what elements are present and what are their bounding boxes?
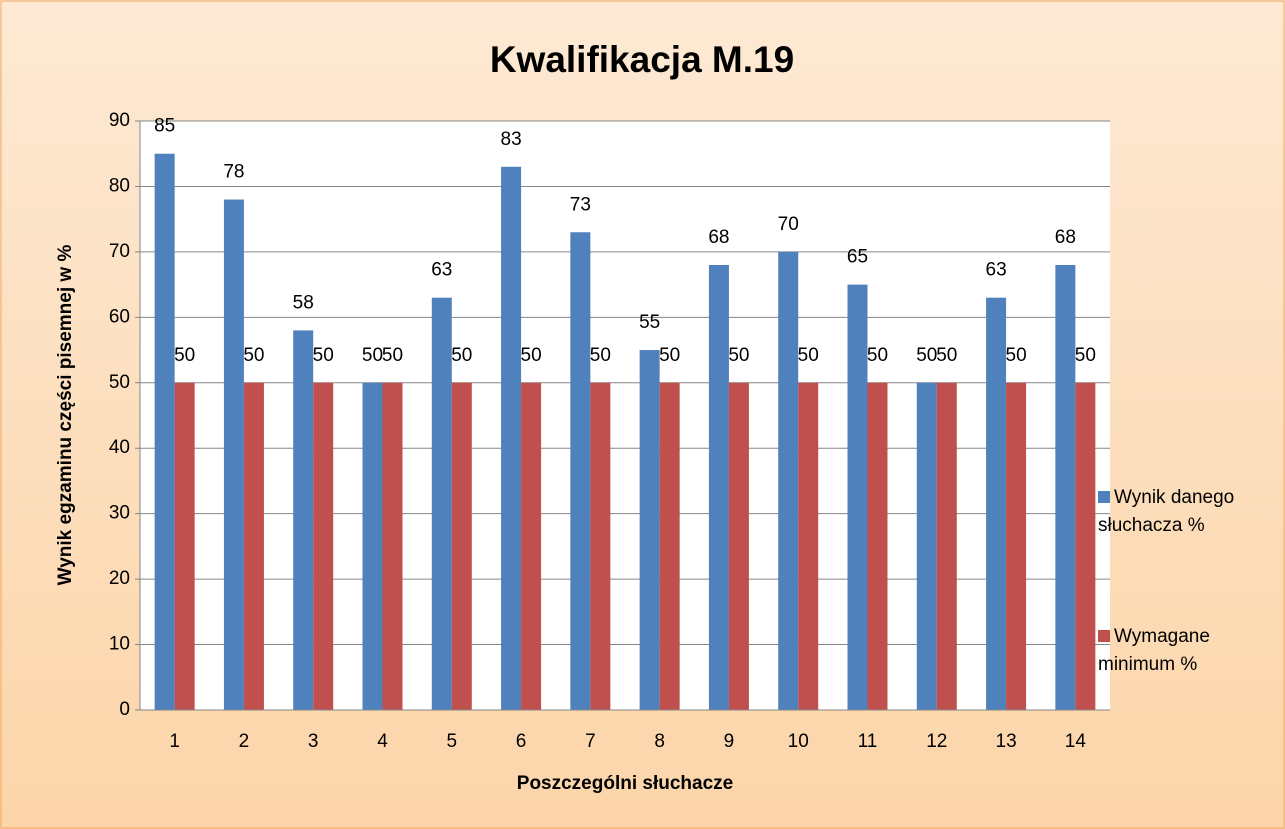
data-label: 63	[986, 260, 1007, 281]
data-label: 50	[936, 345, 957, 366]
bar	[936, 382, 957, 710]
bar	[431, 297, 452, 710]
data-label: 63	[431, 260, 452, 281]
bar	[659, 382, 680, 710]
data-label: 50	[916, 345, 937, 366]
bar	[778, 251, 799, 710]
x-tick-label: 14	[1065, 731, 1087, 752]
bar	[986, 297, 1007, 710]
data-label: 50	[590, 345, 611, 366]
bar	[639, 350, 660, 710]
chart-title: Kwalifikacja M.19	[490, 39, 794, 80]
bar	[1075, 382, 1096, 710]
bar	[708, 264, 729, 710]
bar	[313, 382, 334, 710]
data-label: 68	[1055, 227, 1076, 248]
data-label: 55	[639, 312, 660, 333]
y-tick-label: 70	[109, 241, 130, 262]
y-tick-label: 60	[109, 306, 130, 327]
x-tick-label: 12	[926, 731, 947, 752]
y-tick-label: 30	[109, 503, 130, 524]
data-label: 50	[867, 345, 888, 366]
x-tick-label: 10	[788, 731, 809, 752]
data-label: 58	[293, 292, 314, 313]
data-label: 50	[798, 345, 819, 366]
legend-label: Wynik danego słuchacza %	[1098, 487, 1235, 536]
data-label: 50	[659, 345, 680, 366]
y-axis-title: Wynik egzaminu części pisemnej w %	[55, 245, 76, 586]
data-label: 50	[1075, 345, 1096, 366]
bar	[243, 382, 264, 710]
data-label: 50	[1006, 345, 1027, 366]
x-tick-label: 11	[858, 731, 878, 752]
legend-label: Wymagane minimum %	[1098, 626, 1210, 675]
x-tick-label: 7	[585, 731, 596, 752]
bar	[223, 199, 244, 711]
x-tick-label: 1	[169, 731, 180, 752]
bar	[382, 382, 403, 710]
data-label: 68	[708, 227, 729, 248]
data-label: 50	[313, 345, 334, 366]
data-label: 73	[570, 194, 591, 215]
legend-item: Wymagane minimum %	[1098, 623, 1278, 679]
data-label: 50	[521, 345, 542, 366]
x-tick-label: 4	[377, 731, 388, 752]
bar	[293, 330, 314, 710]
data-label: 50	[451, 345, 472, 366]
x-tick-label: 9	[724, 731, 735, 752]
bar	[362, 382, 383, 710]
data-label: 50	[174, 345, 195, 366]
data-label: 70	[778, 214, 799, 235]
data-label: 78	[223, 162, 244, 183]
bar	[798, 382, 819, 710]
bar	[521, 382, 542, 710]
data-label: 50	[243, 345, 264, 366]
x-tick-label: 3	[308, 731, 319, 752]
data-label: 50	[362, 345, 383, 366]
y-tick-label: 90	[109, 110, 130, 131]
y-tick-label: 50	[109, 372, 130, 393]
bar	[590, 382, 611, 710]
bar	[501, 166, 522, 711]
legend-swatch	[1098, 630, 1110, 642]
x-tick-label: 5	[446, 731, 457, 752]
bar	[867, 382, 888, 710]
x-tick-label: 13	[996, 731, 1017, 752]
x-tick-label: 2	[239, 731, 250, 752]
bar	[451, 382, 472, 710]
data-label: 50	[728, 345, 749, 366]
bar	[728, 382, 749, 710]
bar	[847, 284, 868, 710]
y-tick-label: 0	[119, 699, 130, 720]
data-label: 83	[501, 129, 522, 150]
x-tick-label: 8	[654, 731, 665, 752]
data-label: 65	[847, 247, 868, 268]
bar	[1055, 264, 1076, 710]
y-tick-label: 10	[109, 634, 130, 655]
plot-area	[140, 121, 1110, 710]
bar	[570, 232, 591, 710]
bar	[1006, 382, 1027, 710]
y-tick-label: 40	[109, 437, 130, 458]
data-label: 50	[382, 345, 403, 366]
y-tick-label: 20	[109, 568, 130, 589]
bar	[174, 382, 195, 710]
y-tick-label: 80	[109, 175, 130, 196]
x-tick-label: 6	[516, 731, 527, 752]
x-axis-title: Poszczególni słuchacze	[517, 773, 733, 794]
data-label: 85	[154, 116, 175, 137]
legend-item: Wynik danego słuchacza %	[1098, 484, 1278, 540]
bar	[154, 153, 175, 710]
bar	[916, 382, 937, 710]
legend-swatch	[1098, 491, 1110, 503]
